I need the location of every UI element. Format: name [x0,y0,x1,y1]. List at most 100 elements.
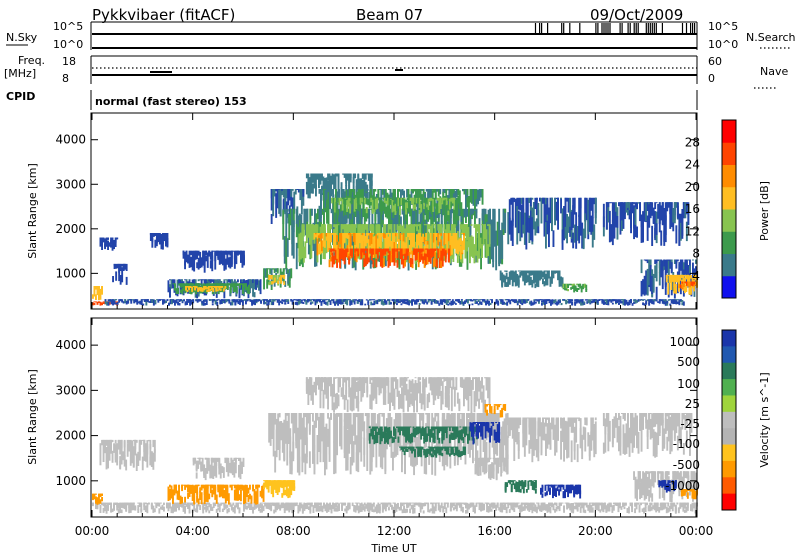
data-cell [235,255,237,264]
data-cell [350,174,352,181]
data-cell [423,510,425,513]
data-cell [490,303,492,305]
data-cell [126,277,128,285]
data-cell [644,299,646,300]
data-cell [346,303,348,305]
data-cell [101,288,103,295]
nsearch-spike [692,23,693,33]
data-cell [240,489,242,501]
data-cell [107,459,109,468]
nsearch-trace [535,23,695,33]
data-cell [195,290,197,294]
data-cell [563,506,565,509]
data-cell [460,202,462,216]
data-cell [447,300,449,303]
nsearch-label: N.Search [746,31,796,44]
data-cell [427,503,429,509]
data-cell [323,233,325,234]
data-cell [184,497,186,503]
data-cell [167,241,169,246]
data-cell [306,209,308,222]
data-cell [467,189,469,195]
data-cell [251,497,253,504]
data-cell [491,299,493,303]
data-cell [345,198,347,199]
nsearch-spike [601,23,602,33]
data-cell [133,503,135,504]
data-cell [580,198,582,209]
data-cell [206,301,208,305]
data-cell [335,249,337,260]
data-cell [397,260,399,268]
nsearch-baseline [92,47,697,49]
data-cell [221,286,223,288]
data-cell [344,503,346,506]
data-cell [320,195,322,218]
data-cell [497,301,499,305]
data-cell [282,210,284,240]
data-cell [338,505,340,509]
data-cell [243,460,245,468]
data-cell [354,300,356,304]
data-cell [237,279,239,282]
data-cell [320,503,322,506]
data-cell [527,299,529,300]
data-cell [235,460,237,474]
data-cell [425,233,427,240]
data-cell [618,508,620,512]
data-cell [112,276,114,282]
data-cell [665,299,667,300]
data-cell [666,301,668,304]
data-cell [631,503,633,508]
data-cell [556,503,558,507]
data-cell [330,224,332,229]
freq-unit: [MHz] [4,67,36,80]
cpid-value: normal (fast stereo) 153 [95,95,247,108]
data-cell [613,505,615,511]
freq-bottom-tick: 8 [62,72,69,85]
data-cell [220,472,222,478]
data-cell [116,449,118,460]
data-cell [481,244,483,258]
data-cell [191,289,193,292]
data-cell [304,241,306,258]
data-cell [216,495,218,504]
data-cell [366,207,368,213]
data-cell [124,440,126,447]
nsearch-spike [563,23,564,33]
data-cell [199,505,201,510]
data-cell [449,299,451,300]
data-cell [481,302,483,305]
data-cell [592,507,594,512]
data-cell [212,288,214,292]
data-cell [548,225,550,247]
data-cell [169,287,171,297]
data-cell [553,230,555,247]
data-cell [354,174,356,179]
data-cell [646,503,648,506]
data-cell [165,301,167,303]
data-cell [293,220,295,258]
nsky-top-tick: 10^5 [53,20,83,33]
data-cell [177,289,179,294]
data-cell [134,507,136,511]
nsearch-spike [535,23,536,33]
data-cell [163,507,165,512]
data-cell [471,224,473,226]
data-cell [414,211,416,223]
data-cell [243,279,245,280]
data-cell [101,242,103,250]
data-cell [518,280,520,288]
data-cell [317,224,319,231]
nsearch-top-tick: 10^5 [708,20,738,33]
data-cell [630,299,632,300]
data-cell [518,503,520,504]
data-cell [442,510,444,513]
data-cell [506,271,508,273]
data-cell [571,299,573,301]
data-cell [656,223,658,235]
data-cell [389,299,391,300]
data-cell [283,275,285,277]
data-cell [287,299,289,301]
data-cell [348,258,350,264]
